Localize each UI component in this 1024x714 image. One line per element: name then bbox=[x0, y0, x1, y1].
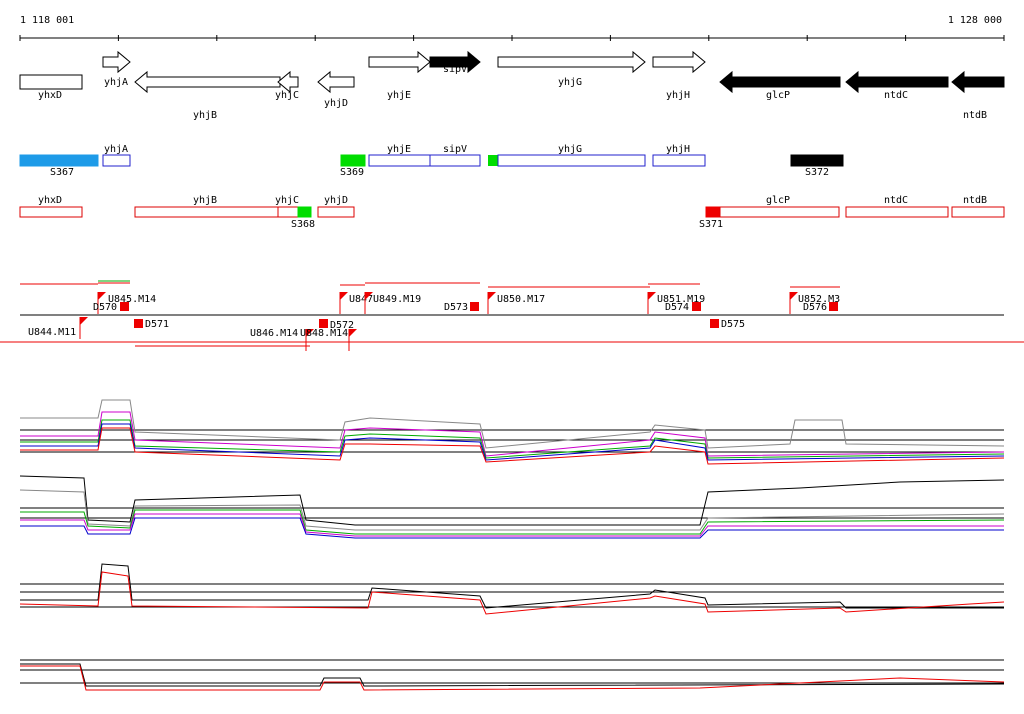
ruler-axis bbox=[19, 35, 1005, 41]
expression-tracks bbox=[19, 399, 1005, 691]
annotation-label: yhjB bbox=[193, 195, 217, 206]
region-box bbox=[340, 154, 366, 167]
gene-arrow bbox=[845, 70, 949, 94]
gene-label: ntdB bbox=[963, 110, 987, 121]
segment-flag bbox=[488, 292, 496, 300]
region-label: yhjE bbox=[387, 144, 411, 155]
segment-flag bbox=[80, 317, 88, 325]
gene-label: yhjE bbox=[387, 90, 411, 101]
gene-arrow bbox=[368, 50, 431, 74]
gene-arrow bbox=[134, 70, 281, 94]
region-box bbox=[19, 154, 99, 167]
segment-label: U847 bbox=[349, 294, 373, 305]
segment-square bbox=[470, 302, 479, 311]
segment-flag bbox=[648, 292, 656, 300]
segment-flag bbox=[349, 329, 357, 337]
annotation-box bbox=[134, 206, 279, 218]
segment-square bbox=[120, 302, 129, 311]
annotation-label: S371 bbox=[699, 219, 723, 230]
region-box bbox=[790, 154, 844, 167]
region-label: yhjH bbox=[666, 144, 690, 155]
annotation-label: yhjD bbox=[324, 195, 348, 206]
gene-label: yhjH bbox=[666, 90, 690, 101]
segment-square bbox=[829, 302, 838, 311]
annotation-box bbox=[845, 206, 949, 218]
segment-label: U844.M11 bbox=[28, 327, 76, 338]
region-box bbox=[368, 154, 431, 167]
annotation-box bbox=[317, 206, 355, 218]
gene-label: sipV bbox=[443, 64, 467, 75]
segment-label: U846.M14 bbox=[250, 328, 298, 339]
gene-label: yhjD bbox=[324, 98, 348, 109]
segment-square bbox=[134, 319, 143, 328]
region-box bbox=[488, 155, 498, 166]
annotation-label: glcP bbox=[766, 195, 790, 206]
gene-label: glcP bbox=[766, 90, 790, 101]
segment-label: D574 bbox=[665, 302, 689, 313]
region-box bbox=[497, 154, 646, 167]
annotation-box bbox=[951, 206, 1005, 218]
segment-square bbox=[319, 319, 328, 328]
region-label: yhjA bbox=[104, 144, 128, 155]
segment-label: U848.M14 bbox=[300, 328, 348, 339]
annotation-label: S368 bbox=[291, 219, 315, 230]
segment-label: U845.M14 bbox=[108, 294, 156, 305]
gene-label: yhjA bbox=[104, 77, 128, 88]
gene-arrow bbox=[317, 70, 355, 94]
segment-label: D570 bbox=[93, 302, 117, 313]
segment-flag bbox=[365, 292, 373, 300]
gene-arrow bbox=[19, 74, 83, 90]
annotation-box bbox=[719, 206, 840, 218]
segment-label: U850.M17 bbox=[497, 294, 545, 305]
segment-label: D571 bbox=[145, 319, 169, 330]
ruler-start: 1 118 001 bbox=[20, 15, 74, 26]
gene-arrow bbox=[951, 70, 1005, 94]
gene-label: yhjB bbox=[193, 110, 217, 121]
gene-arrow bbox=[429, 50, 481, 74]
segment-flag bbox=[98, 292, 106, 300]
region-box bbox=[652, 154, 706, 167]
gene-label: yhxD bbox=[38, 90, 62, 101]
segment-label: U851.M19 bbox=[657, 294, 705, 305]
gene-arrow bbox=[102, 50, 131, 74]
segment-label: D573 bbox=[444, 302, 468, 313]
gene-label: yhjG bbox=[558, 77, 582, 88]
annotation-box bbox=[19, 206, 83, 218]
region-label: S367 bbox=[50, 167, 74, 178]
segment-square bbox=[710, 319, 719, 328]
annotation-label: ntdB bbox=[963, 195, 987, 206]
region-label: yhjG bbox=[558, 144, 582, 155]
segment-label: U852.M3 bbox=[798, 294, 840, 305]
segment-label: D576 bbox=[803, 302, 827, 313]
gene-arrow bbox=[652, 50, 706, 74]
segment-label: D572 bbox=[330, 320, 354, 331]
segment-label: U849.M19 bbox=[373, 294, 421, 305]
segment-label: D575 bbox=[721, 319, 745, 330]
segment-flag bbox=[340, 292, 348, 300]
segment-flag bbox=[306, 329, 314, 337]
annotation-label: ntdC bbox=[884, 195, 908, 206]
annotation-label: yhxD bbox=[38, 195, 62, 206]
region-label: S372 bbox=[805, 167, 829, 178]
region-box bbox=[102, 154, 131, 167]
annotation-box bbox=[277, 206, 299, 218]
segment-flag bbox=[790, 292, 798, 300]
ruler-end: 1 128 000 bbox=[948, 15, 1002, 26]
region-label: S369 bbox=[340, 167, 364, 178]
gene-label: ntdC bbox=[884, 90, 908, 101]
gene-label: yhjC bbox=[275, 90, 299, 101]
annotation-box bbox=[297, 206, 312, 218]
annotation-label: yhjC bbox=[275, 195, 299, 206]
annotation-box bbox=[705, 206, 721, 218]
gene-arrow bbox=[277, 70, 299, 94]
region-box bbox=[429, 154, 481, 167]
gene-arrow bbox=[719, 70, 841, 94]
region-label: sipV bbox=[443, 144, 467, 155]
gene-arrow bbox=[497, 50, 646, 74]
segment-square bbox=[692, 302, 701, 311]
